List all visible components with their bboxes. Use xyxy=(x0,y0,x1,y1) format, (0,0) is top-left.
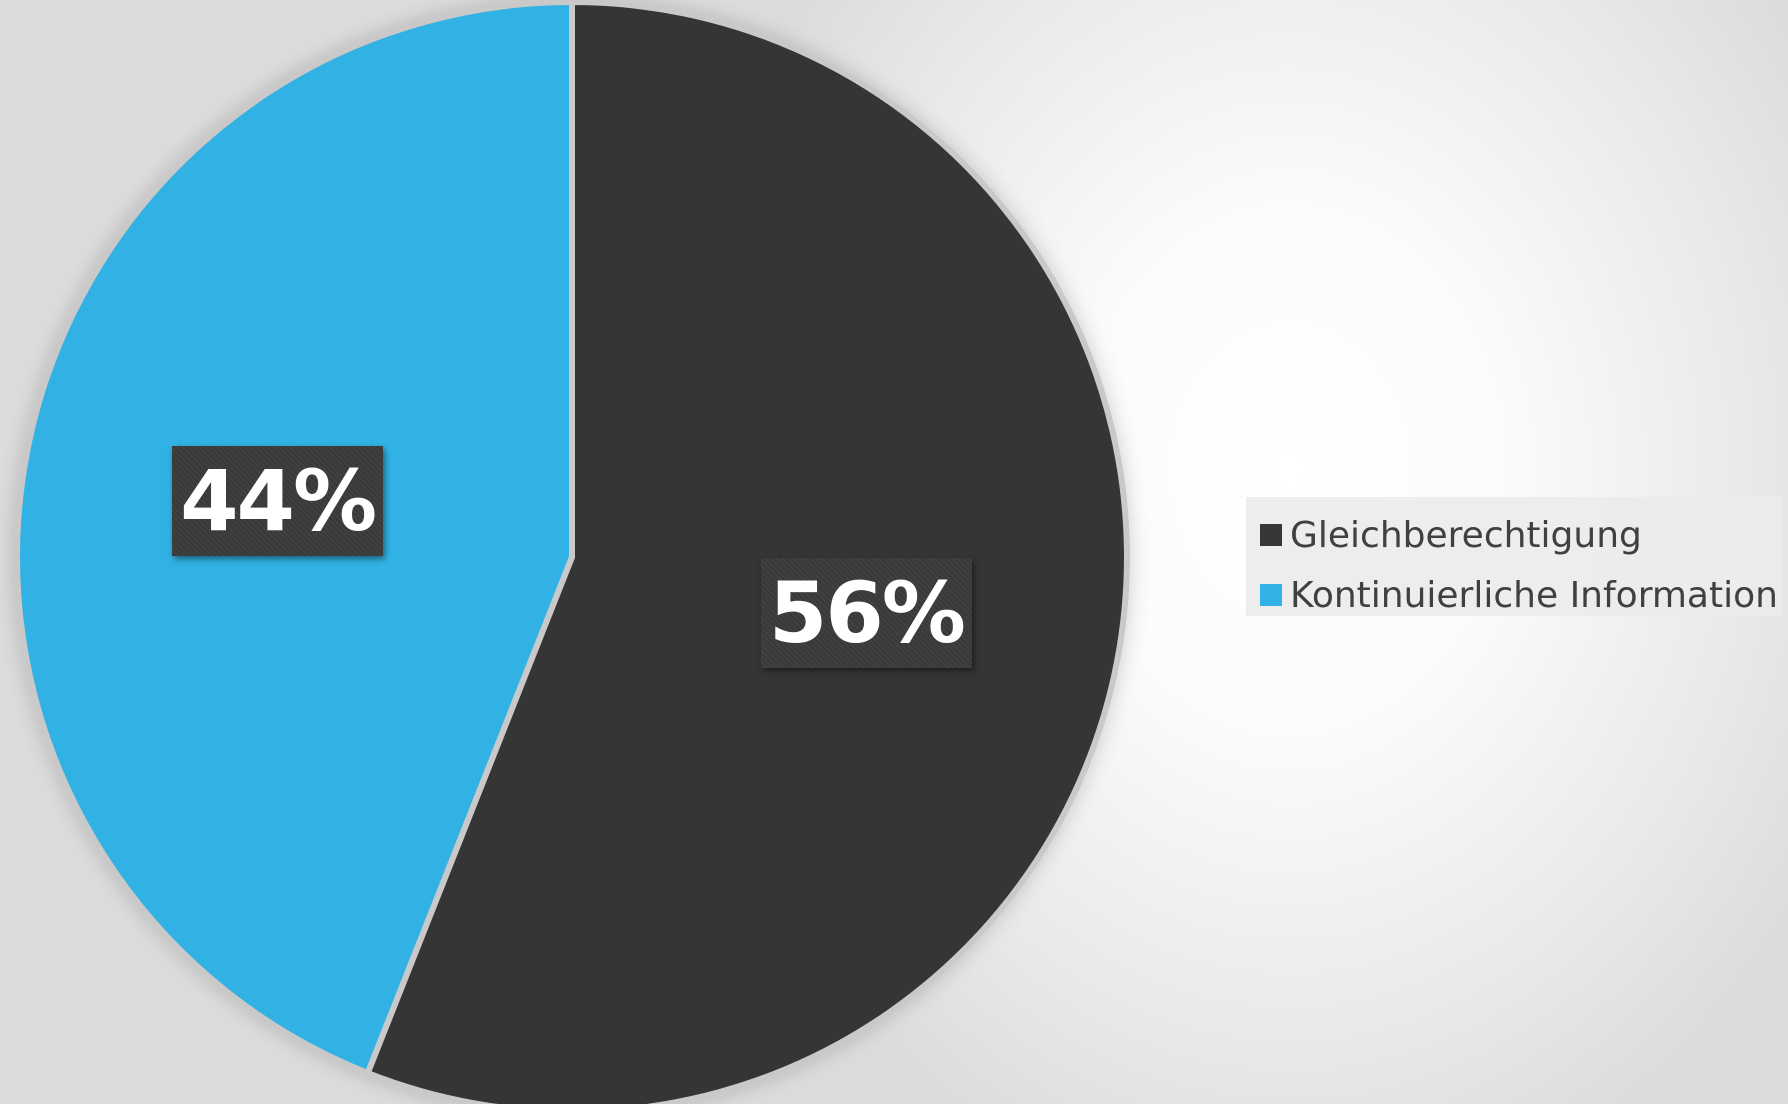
legend-swatch-gleichberechtigung xyxy=(1260,524,1282,546)
legend-label-kontinuierliche-information: Kontinuierliche Information xyxy=(1290,574,1778,616)
legend-label-gleichberechtigung: Gleichberechtigung xyxy=(1290,514,1642,556)
data-label-kontinuierliche-information: 44% xyxy=(172,445,384,556)
pie-slice-gleichberechtigung xyxy=(364,0,1130,1104)
data-label-gleichberechtigung: 56% xyxy=(760,558,972,669)
legend-item-kontinuierliche-information: Kontinuierliche Information xyxy=(1260,565,1782,625)
legend-swatch-kontinuierliche-information xyxy=(1260,584,1282,606)
legend: Gleichberechtigung Kontinuierliche Infor… xyxy=(1246,497,1782,616)
legend-item-gleichberechtigung: Gleichberechtigung xyxy=(1260,505,1782,565)
